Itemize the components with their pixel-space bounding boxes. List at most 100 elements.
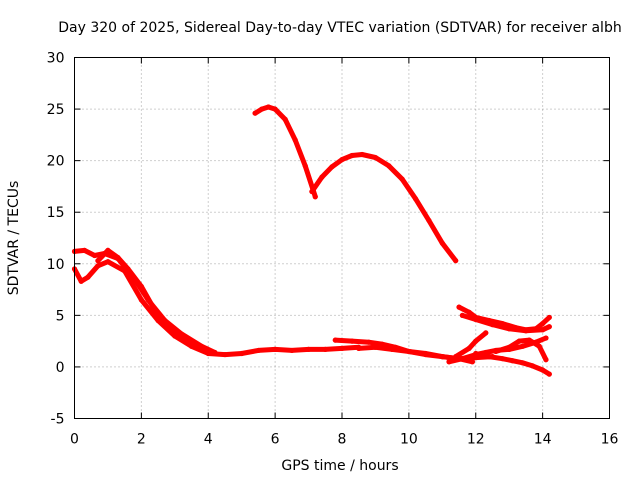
data-point (319, 174, 325, 180)
data-point (292, 137, 298, 143)
data-point (422, 351, 429, 358)
data-point (459, 356, 465, 362)
data-point (85, 274, 91, 280)
y-tick-label: 0 (56, 360, 65, 376)
data-point (212, 349, 218, 356)
x-tick-label: 10 (400, 432, 418, 448)
data-point (546, 371, 552, 377)
data-point (389, 346, 395, 352)
data-point (289, 347, 295, 354)
data-point (205, 348, 211, 355)
data-point (115, 254, 121, 261)
x-tick-label: 8 (338, 432, 347, 448)
data-point (523, 328, 529, 334)
data-point (152, 307, 158, 313)
data-point (439, 240, 445, 246)
y-tick-label: 10 (47, 257, 65, 273)
data-point (519, 360, 526, 366)
data-point (239, 350, 245, 357)
data-point (78, 278, 84, 284)
data-point (473, 338, 479, 344)
x-axis-label: GPS time / hours (281, 458, 398, 474)
data-point (95, 258, 101, 264)
data-point (372, 344, 379, 350)
data-point (546, 324, 552, 330)
data-point (459, 312, 465, 318)
data-point (329, 164, 335, 170)
data-point (453, 258, 459, 264)
series-arc-9 (453, 330, 489, 360)
data-point (282, 116, 288, 122)
data-point (349, 152, 355, 159)
data-point (339, 157, 345, 163)
data-point (386, 163, 392, 169)
data-point (265, 104, 272, 110)
data-point (509, 358, 516, 364)
data-point (456, 304, 462, 310)
x-tick-label: 6 (271, 432, 280, 448)
y-tick-label: 5 (56, 308, 65, 324)
data-point (453, 354, 459, 360)
y-tick-label: 15 (47, 205, 65, 221)
series-layer (71, 104, 552, 377)
data-point (195, 343, 201, 349)
data-point (540, 321, 546, 327)
data-point (493, 348, 499, 355)
x-tick-label: 0 (70, 432, 79, 448)
grid (74, 57, 610, 419)
data-point (359, 151, 365, 158)
data-point (366, 339, 372, 345)
data-point (302, 163, 308, 169)
x-tick-label: 4 (204, 432, 213, 448)
data-point (322, 346, 328, 352)
data-point (252, 110, 258, 116)
data-point (309, 188, 315, 195)
data-point (529, 363, 536, 369)
data-point (473, 316, 479, 323)
x-tick-label: 12 (467, 432, 485, 448)
y-tick-label: 25 (47, 102, 65, 118)
data-point (178, 333, 185, 339)
data-point (506, 326, 512, 332)
series-arc-3 (95, 247, 211, 354)
data-point (466, 345, 472, 351)
y-tick-label: 30 (47, 51, 65, 67)
data-point (399, 176, 405, 182)
data-point (506, 344, 512, 350)
data-point (473, 350, 479, 357)
data-point (543, 357, 549, 363)
data-point (138, 283, 144, 290)
data-point (412, 196, 419, 202)
x-tick-label: 2 (137, 432, 146, 448)
data-point (305, 346, 312, 352)
data-point (165, 323, 171, 329)
x-tick-label: 16 (601, 432, 619, 448)
data-point (372, 154, 379, 161)
data-point (540, 367, 546, 373)
data-point (426, 217, 432, 224)
data-point (446, 359, 452, 365)
data-point (105, 247, 111, 253)
y-tick-label: -5 (51, 412, 65, 428)
data-point (105, 259, 111, 265)
data-point (483, 330, 489, 336)
data-point (339, 345, 345, 351)
data-point (272, 106, 278, 112)
series-arc-1 (72, 259, 362, 358)
data-point (466, 309, 472, 315)
data-point (499, 356, 506, 362)
data-point (259, 106, 265, 112)
data-point (519, 343, 526, 349)
data-point (406, 348, 412, 355)
data-point (81, 247, 88, 253)
data-point (489, 322, 496, 328)
data-point (469, 359, 476, 365)
data-point (516, 338, 522, 344)
y-axis-label: SDTVAR / TECUs (6, 181, 22, 296)
data-point (332, 337, 338, 343)
data-point (526, 337, 532, 343)
data-point (255, 347, 262, 354)
data-point (272, 346, 278, 352)
data-point (356, 345, 362, 351)
